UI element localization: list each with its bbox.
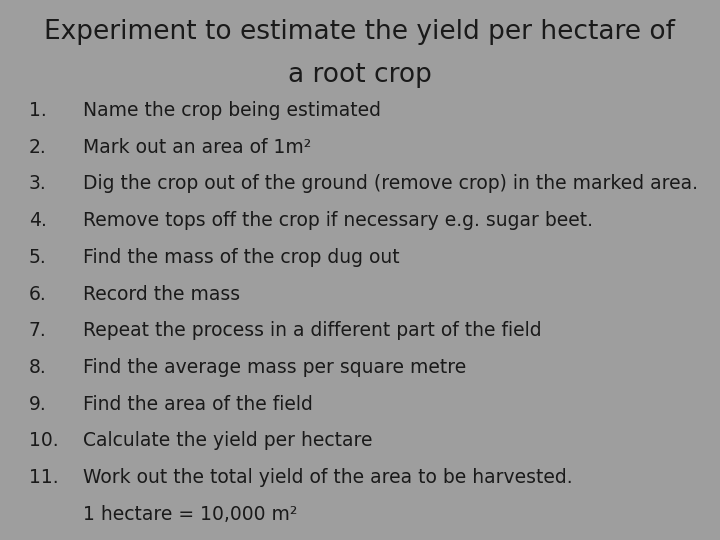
- Text: Experiment to estimate the yield per hectare of: Experiment to estimate the yield per hec…: [45, 19, 675, 45]
- Text: Mark out an area of 1m²: Mark out an area of 1m²: [83, 138, 311, 157]
- Text: Find the mass of the crop dug out: Find the mass of the crop dug out: [83, 248, 400, 267]
- Text: Repeat the process in a different part of the field: Repeat the process in a different part o…: [83, 321, 541, 340]
- Text: 10.: 10.: [29, 431, 58, 450]
- Text: Calculate the yield per hectare: Calculate the yield per hectare: [83, 431, 372, 450]
- Text: Name the crop being estimated: Name the crop being estimated: [83, 101, 381, 120]
- Text: 8.: 8.: [29, 358, 47, 377]
- Text: 2.: 2.: [29, 138, 47, 157]
- Text: 5.: 5.: [29, 248, 47, 267]
- Text: 7.: 7.: [29, 321, 47, 340]
- Text: Dig the crop out of the ground (remove crop) in the marked area.: Dig the crop out of the ground (remove c…: [83, 174, 698, 193]
- Text: 11.: 11.: [29, 468, 58, 487]
- Text: 1 hectare = 10,000 m²: 1 hectare = 10,000 m²: [83, 505, 297, 524]
- Text: Work out the total yield of the area to be harvested.: Work out the total yield of the area to …: [83, 468, 572, 487]
- Text: 3.: 3.: [29, 174, 47, 193]
- Text: 9.: 9.: [29, 395, 47, 414]
- Text: Find the area of the field: Find the area of the field: [83, 395, 312, 414]
- Text: 6.: 6.: [29, 285, 47, 303]
- Text: Remove tops off the crop if necessary e.g. sugar beet.: Remove tops off the crop if necessary e.…: [83, 211, 593, 230]
- Text: a root crop: a root crop: [288, 62, 432, 88]
- Text: Record the mass: Record the mass: [83, 285, 240, 303]
- Text: Find the average mass per square metre: Find the average mass per square metre: [83, 358, 466, 377]
- Text: 4.: 4.: [29, 211, 47, 230]
- Text: 1.: 1.: [29, 101, 47, 120]
